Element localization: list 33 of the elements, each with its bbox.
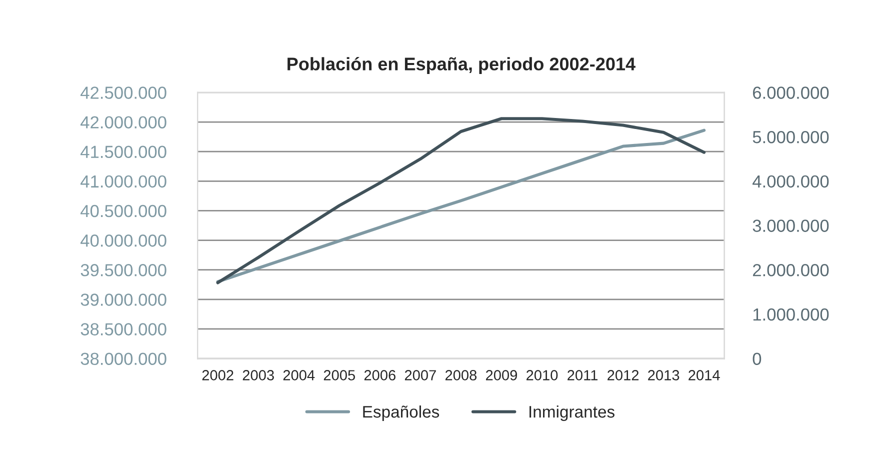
y-tick-label: 42.000.000 [80,116,166,128]
x-tick-label: 2007 [404,370,436,380]
x-tick-label: 2002 [202,370,234,380]
x-tick-label: 2006 [364,370,396,380]
y-tick-label: 39.500.000 [80,264,166,276]
y-tick-label: 40.000.000 [80,234,166,247]
legend-label: Inmigrantes [530,405,614,422]
y-tick-label: 38.500.000 [80,323,166,336]
chart-title: Población en España, periodo 2002-2014 [288,56,636,74]
x-tick-label: 2004 [283,370,315,380]
x-tick-label: 2008 [445,370,477,380]
y-tick-label: 41.500.000 [80,146,166,158]
legend-label: Españoles [363,405,440,422]
y-tick-label: 42.500.000 [80,86,166,99]
x-tick-label: 2012 [608,370,639,380]
y2-tick-label: 2.000.000 [753,264,829,276]
y2-tick-label: 6.000.000 [753,86,829,99]
y-tick-label: 38.000.000 [80,352,166,366]
y2-tick-label: 5.000.000 [752,130,829,144]
y-tick-label: 41.000.000 [80,175,166,188]
y-tick-label: 40.500.000 [80,204,166,218]
x-tick-label: 2009 [486,370,518,380]
y2-tick-label: 3.000.000 [752,220,829,232]
y-tick-label: 39.000.000 [80,294,166,306]
y2-tick-label: 4.000.000 [752,175,829,188]
x-tick-label: 2010 [526,370,558,380]
y2-tick-label: 1.000.000 [753,308,829,321]
y2-tick-label: 0 [752,352,762,366]
x-tick-label: 2011 [568,370,598,380]
x-tick-label: 2013 [648,370,680,380]
x-tick-label: 2003 [242,370,274,380]
x-tick-label: 2005 [324,370,355,380]
x-tick-label: 2014 [688,370,720,380]
